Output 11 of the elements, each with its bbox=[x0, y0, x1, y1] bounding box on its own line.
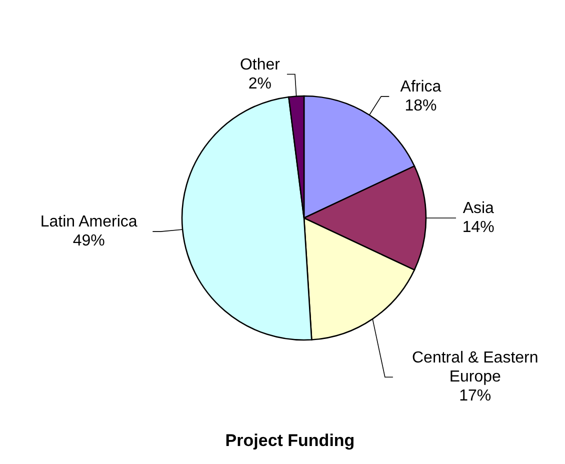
data-label: 49% bbox=[72, 232, 105, 250]
slice-label: Africa bbox=[400, 78, 442, 96]
data-label: 2% bbox=[248, 75, 272, 92]
text: Project Funding bbox=[225, 431, 355, 450]
data-label: 14% bbox=[462, 219, 494, 236]
slice-label: Asia bbox=[462, 200, 494, 217]
data-label: 18% bbox=[404, 97, 437, 114]
slice-label: Latin America bbox=[40, 214, 138, 231]
slice-label: Other bbox=[240, 56, 281, 74]
slice-label: Central & Eastern Europe bbox=[412, 350, 538, 386]
data-label: 17% bbox=[459, 388, 492, 405]
